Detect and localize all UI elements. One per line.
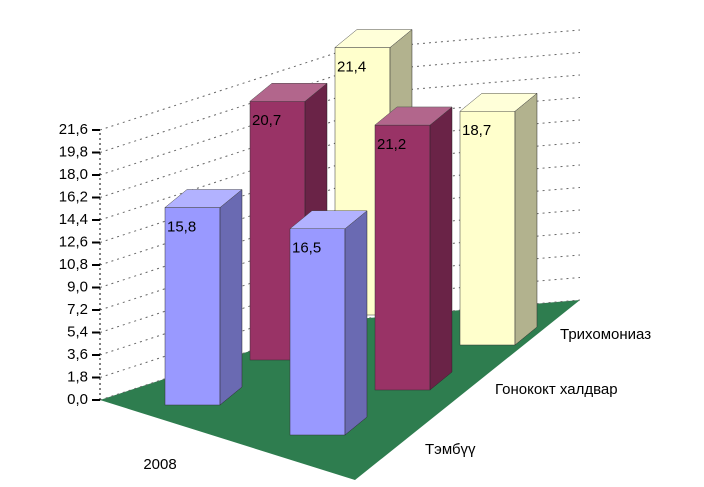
bar-top-shade bbox=[165, 189, 242, 208]
grid-line bbox=[99, 29, 581, 131]
grid-line bbox=[99, 52, 581, 153]
value-label: 21,4 bbox=[337, 58, 366, 75]
bar-top-shade bbox=[460, 93, 537, 112]
bar-top bbox=[249, 83, 328, 102]
grid-line bbox=[99, 74, 581, 176]
bar-side-shade bbox=[345, 210, 367, 435]
series-label: Тэмбүү bbox=[425, 441, 476, 458]
y-tick-label: 9,0 bbox=[67, 278, 88, 295]
bar bbox=[374, 124, 431, 391]
bar-top bbox=[459, 93, 538, 112]
bar bbox=[459, 111, 516, 346]
series-label: Трихомониаз bbox=[560, 326, 651, 343]
value-label: 21,2 bbox=[377, 136, 406, 153]
series-label: Гонококт халдвар bbox=[495, 381, 618, 398]
bar-side-shade bbox=[515, 93, 537, 345]
bar-top-shade bbox=[290, 210, 367, 229]
bar bbox=[164, 207, 221, 406]
value-label: 16,5 bbox=[292, 240, 321, 257]
y-tick-label: 7,2 bbox=[67, 301, 88, 318]
bar-top-shade bbox=[335, 29, 412, 48]
y-tick-label: 21,6 bbox=[59, 121, 88, 138]
y-tick-label: 5,4 bbox=[67, 323, 88, 340]
bar-side-shade bbox=[220, 189, 242, 405]
y-tick-label: 19,8 bbox=[59, 143, 88, 160]
value-label: 15,8 bbox=[167, 218, 196, 235]
bar-top-shade bbox=[375, 107, 452, 125]
bar-top bbox=[289, 210, 368, 229]
value-label: 20,7 bbox=[252, 112, 281, 129]
y-tick-label: 12,6 bbox=[59, 233, 88, 250]
y-tick-label: 10,8 bbox=[59, 256, 88, 273]
bar-top bbox=[374, 106, 453, 126]
y-tick-label: 18,0 bbox=[59, 166, 88, 183]
y-tick-label: 14,4 bbox=[59, 211, 88, 228]
y-tick-label: 1,8 bbox=[67, 368, 88, 385]
x-tick-label: 2008 bbox=[143, 456, 176, 473]
y-tick-label: 0,0 bbox=[67, 391, 88, 408]
value-label: 18,7 bbox=[462, 122, 491, 139]
bar-top bbox=[164, 189, 243, 208]
bar-side-shade bbox=[430, 107, 452, 390]
bar bbox=[289, 228, 346, 436]
bar-top-shade bbox=[250, 83, 327, 102]
y-tick-label: 3,6 bbox=[67, 346, 88, 363]
bar-top bbox=[334, 29, 413, 48]
y-tick-label: 16,2 bbox=[59, 188, 88, 205]
